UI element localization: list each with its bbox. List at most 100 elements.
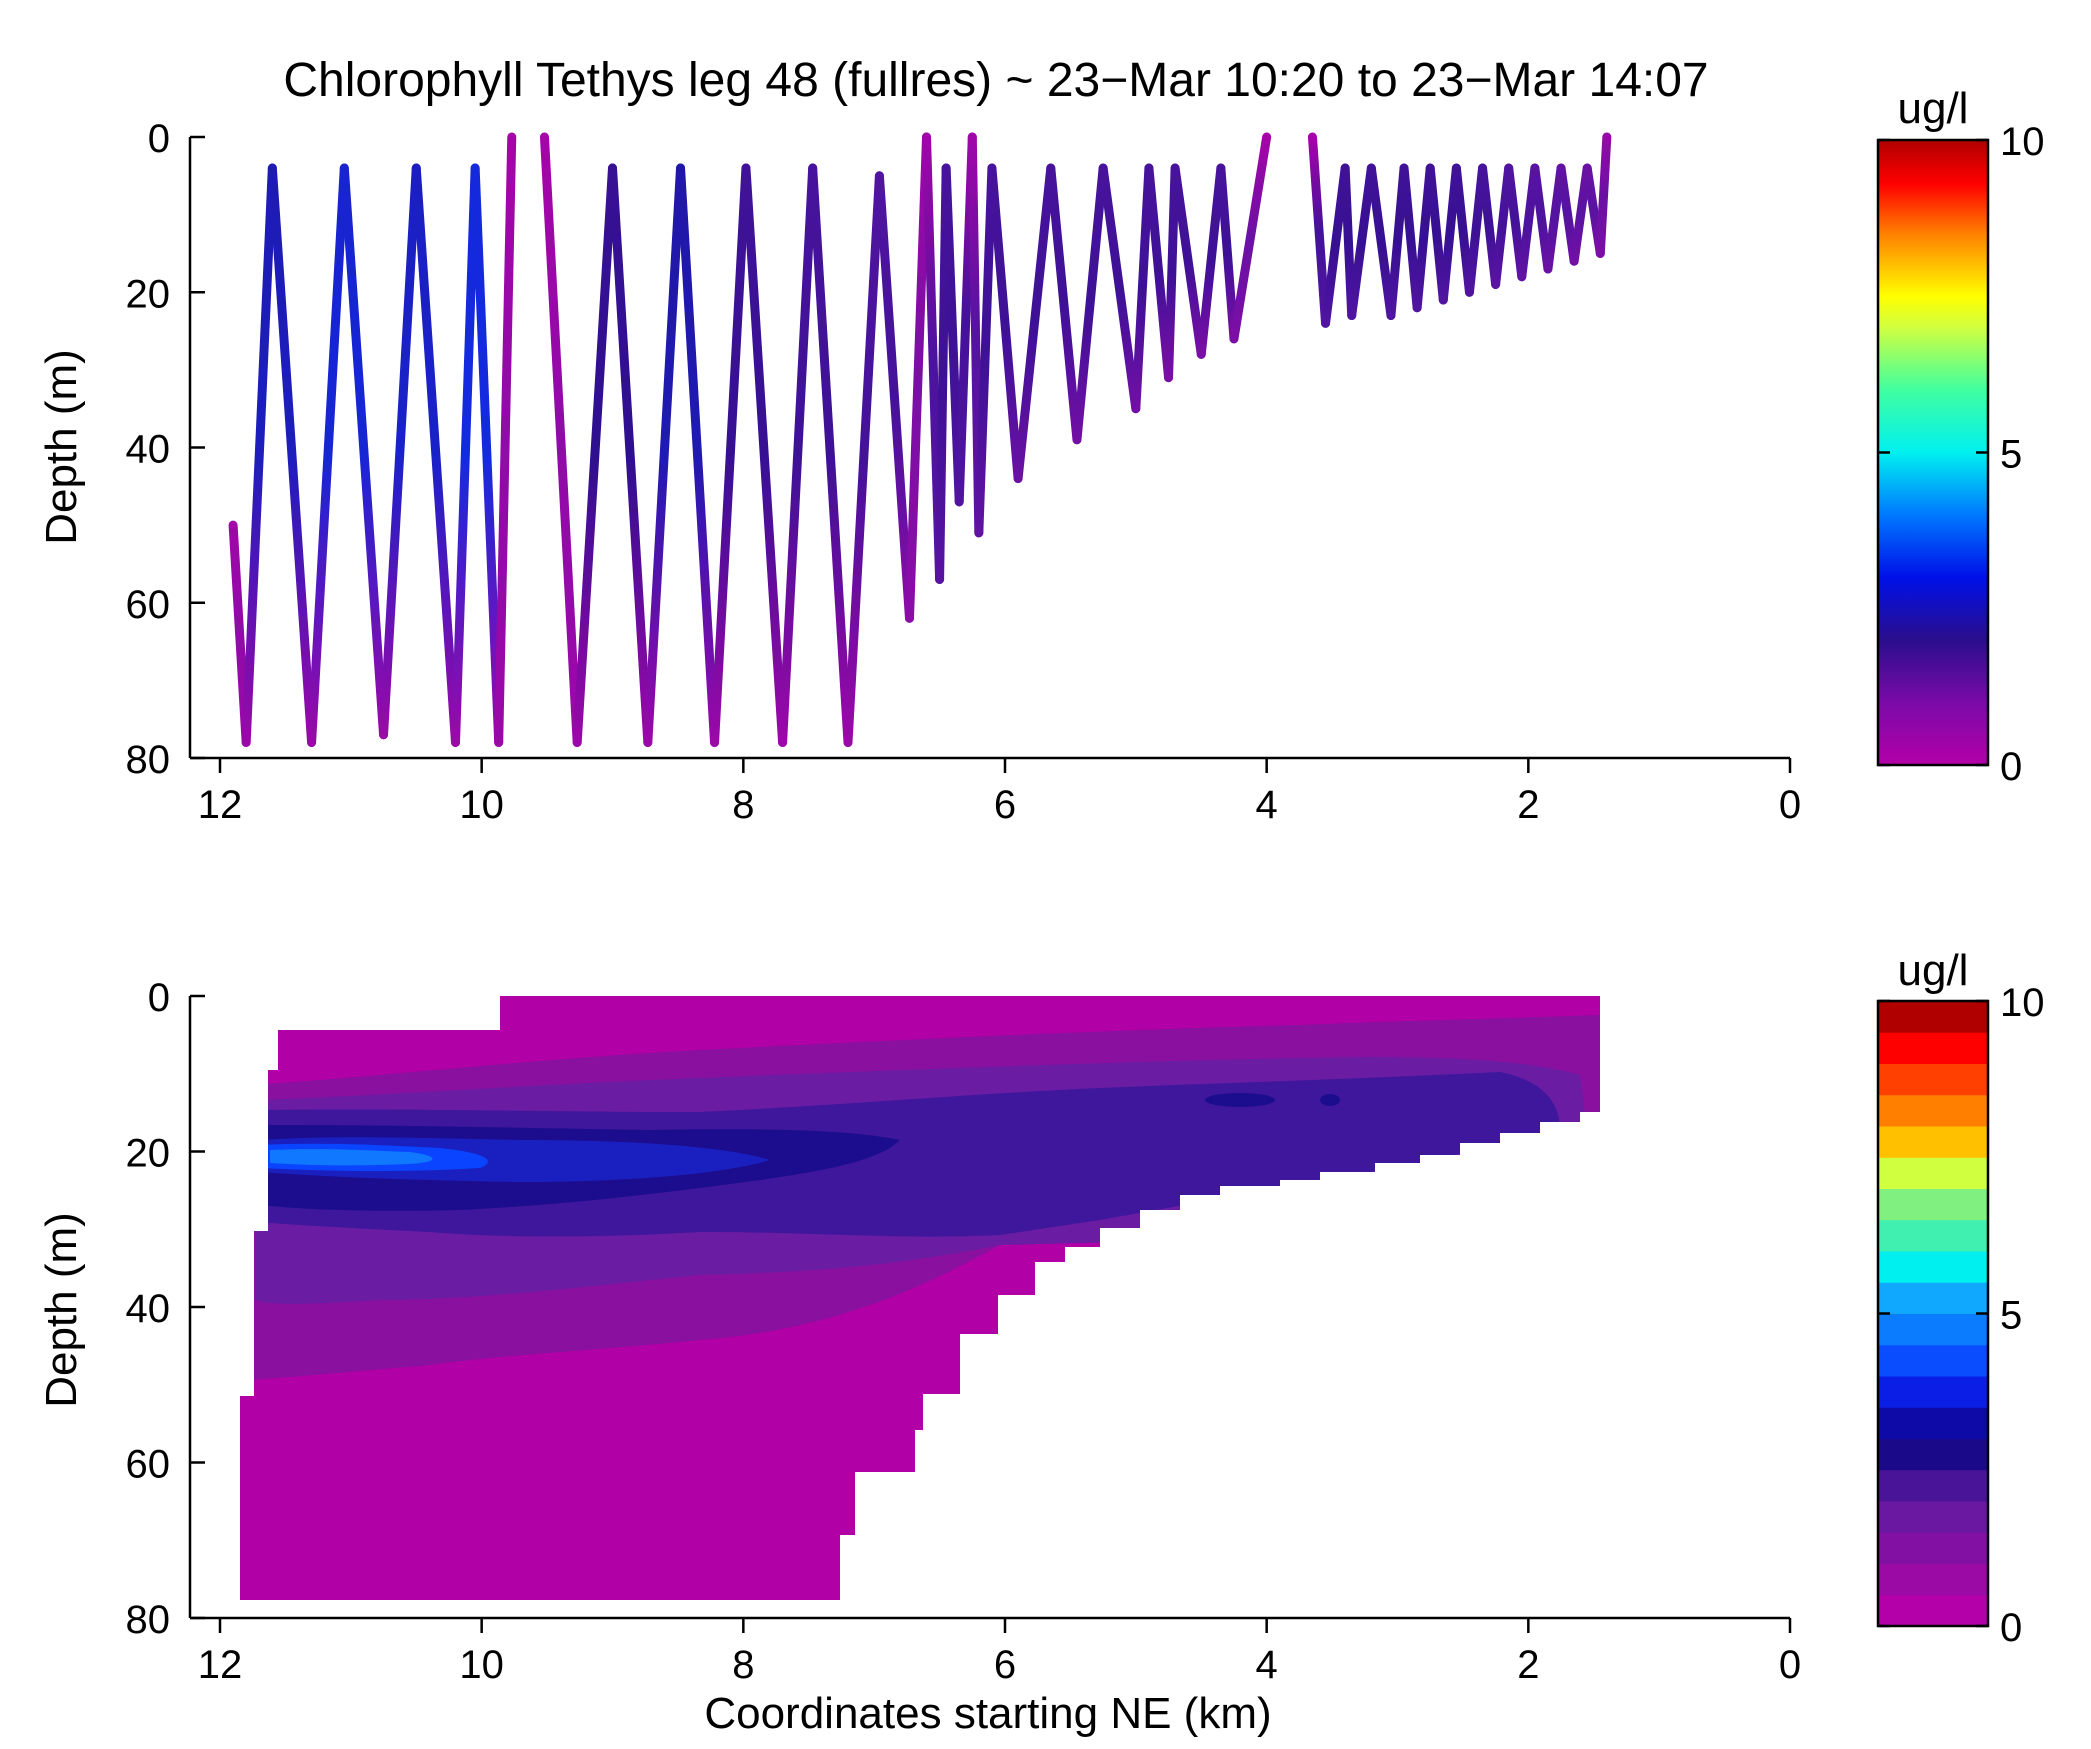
yo-segment <box>1347 163 1376 321</box>
yo-segment <box>572 163 617 747</box>
colorbar-band <box>1878 1438 1988 1471</box>
bottom-xtick-label: 4 <box>1256 1643 1278 1687</box>
yo-segment <box>411 163 460 747</box>
yo-segment <box>1569 163 1592 266</box>
colorbar-band <box>1878 1282 1988 1314</box>
colorbar-band <box>1878 1407 1988 1439</box>
yo-segment <box>1595 132 1612 258</box>
colorbar-tick-label: 10 <box>2000 981 2045 1025</box>
top-colorbar-ticks: 0 5 10 <box>1878 120 2045 789</box>
yo-segment <box>904 132 931 623</box>
yo-segment <box>1216 163 1239 344</box>
bottom-colorbar: ug/l 0 5 10 <box>1876 946 2045 1650</box>
yo-segment <box>710 163 751 747</box>
bottom-ytick-label: 40 <box>126 1287 171 1331</box>
bottom-contour-field <box>240 996 1600 1600</box>
colorbar-band <box>1878 1157 1988 1189</box>
colorbar-tick-label: 5 <box>2000 433 2022 477</box>
yo-segment <box>1229 132 1272 344</box>
bottom-ytick-label: 0 <box>148 976 170 1020</box>
top-xtick-label: 2 <box>1517 783 1539 827</box>
colorbar-tick-label: 10 <box>2000 120 2045 164</box>
top-ytick-label: 80 <box>126 738 171 782</box>
bottom-xtick-label: 8 <box>732 1643 754 1687</box>
bottom-xtick-label: 2 <box>1517 1643 1539 1687</box>
top-yo-trace <box>228 132 1612 747</box>
colorbar-band <box>1878 1594 1988 1627</box>
yo-segment <box>1098 163 1141 414</box>
colorbar-band <box>1878 1532 1988 1564</box>
bottom-ytick-label: 20 <box>126 1132 171 1176</box>
colorbar-band <box>1878 1376 1988 1408</box>
yo-segment <box>470 163 504 747</box>
top-xtick-label: 10 <box>459 783 504 827</box>
colorbar-band <box>1878 1313 1988 1346</box>
yo-segment <box>1196 163 1226 359</box>
yo-segment <box>778 163 818 747</box>
colorbar-band <box>1878 1126 1988 1158</box>
colorbar-band <box>1878 1063 1988 1096</box>
top-xtick-label: 4 <box>1256 783 1278 827</box>
yo-segment <box>241 163 277 747</box>
yo-segment <box>1046 163 1082 445</box>
contour-patch-b <box>1320 1094 1340 1106</box>
yo-segment <box>608 163 653 747</box>
yo-segment <box>1013 163 1056 484</box>
top-ytick-label: 0 <box>148 117 170 161</box>
colorbar-band <box>1878 1563 1988 1596</box>
yo-segment <box>741 163 788 747</box>
yo-segment <box>539 132 582 747</box>
colorbar-tick-label: 5 <box>2000 1294 2022 1338</box>
yo-segment <box>974 163 997 538</box>
colorbar-band <box>1878 1188 1988 1221</box>
colorbar-band <box>1878 1219 1988 1252</box>
contour-level-7 <box>270 1149 433 1166</box>
colorbar-band <box>1878 1469 1988 1502</box>
bottom-ytick-label: 60 <box>126 1443 171 1487</box>
yo-segment <box>1307 132 1331 328</box>
colorbar-band <box>1878 1251 1988 1283</box>
top-xtick-label: 12 <box>198 783 243 827</box>
yo-segment <box>494 132 517 747</box>
bottom-xtick-label: 10 <box>459 1643 504 1687</box>
colorbar-band <box>1878 1001 1988 1033</box>
colorbar-tick-label: 0 <box>2000 745 2022 789</box>
bottom-y-axis-label: Depth (m) <box>37 1212 86 1408</box>
colorbar-band <box>1878 1032 1988 1064</box>
yo-segment <box>1164 163 1180 383</box>
top-ytick-label: 40 <box>126 428 171 472</box>
yo-segment <box>843 171 884 747</box>
top-colorbar-gradient <box>1876 138 1990 767</box>
bottom-x-axis-label: Coordinates starting NE (km) <box>704 1689 1271 1738</box>
bottom-xtick-label: 6 <box>994 1643 1016 1687</box>
yo-segment <box>676 163 720 747</box>
top-xtick-label: 6 <box>994 783 1016 827</box>
yo-segment <box>987 163 1023 484</box>
yo-segment <box>339 163 389 740</box>
top-chart-title: Chlorophyll Tethys leg 48 (fullres) ~ 23… <box>283 54 1708 107</box>
bottom-xtick-label: 0 <box>1779 1643 1801 1687</box>
yo-segment <box>379 163 421 740</box>
yo-segment <box>808 163 853 747</box>
top-ytick-label: 60 <box>126 583 171 627</box>
bottom-xtick-label: 12 <box>198 1643 243 1687</box>
colorbar-band <box>1878 1094 1988 1127</box>
bottom-colorbar-unit: ug/l <box>1898 946 1969 995</box>
top-ytick-label: 20 <box>126 272 171 316</box>
top-colorbar: ug/l 0 5 10 <box>1876 84 2045 789</box>
yo-segment <box>451 163 480 747</box>
yo-segment <box>874 171 914 623</box>
bottom-ytick-label: 80 <box>126 1598 171 1642</box>
top-xtick-label: 0 <box>1779 783 1801 827</box>
colorbar-tick-label: 0 <box>2000 1606 2022 1650</box>
bottom-colorbar-bands <box>1878 1001 1988 1627</box>
yo-segment <box>1366 163 1396 321</box>
yo-segment <box>1170 163 1206 359</box>
top-xtick-label: 8 <box>732 783 754 827</box>
bottom-colorbar-ticks: 0 5 10 <box>1878 981 2045 1650</box>
